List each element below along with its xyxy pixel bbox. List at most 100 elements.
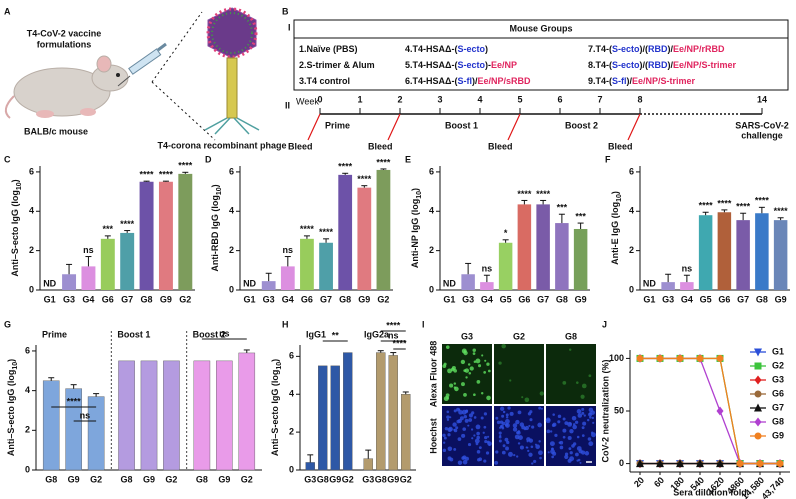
- bar: [773, 220, 788, 290]
- significance-label: ns: [80, 410, 91, 420]
- significance-label: ND: [243, 278, 256, 288]
- cell: [534, 443, 537, 446]
- week-number: 1: [357, 94, 362, 104]
- group-segment: )/: [472, 76, 478, 86]
- cell: [524, 397, 530, 403]
- cell: [463, 392, 467, 397]
- marker: [656, 354, 664, 362]
- cell: [562, 428, 567, 433]
- cell: [500, 406, 505, 411]
- cell: [514, 434, 520, 440]
- panel-label: H: [282, 319, 289, 329]
- marker: [636, 459, 644, 468]
- bleed-marker: [307, 113, 321, 141]
- panel-label: J: [602, 319, 607, 329]
- cell: [581, 411, 585, 415]
- x-tick-label: G6: [102, 294, 114, 304]
- x-tick-label: G8: [375, 474, 387, 484]
- significance-label: ns: [388, 330, 399, 340]
- cell: [501, 343, 506, 349]
- x-tick-label: G7: [121, 294, 133, 304]
- bleed-marker: [507, 113, 521, 141]
- bar: [717, 212, 732, 290]
- cell: [576, 459, 579, 462]
- y-axis-label-part: 10: [16, 182, 23, 190]
- series-label: IgG2a: [364, 329, 390, 339]
- cell: [455, 426, 459, 430]
- group-entry: 6.T4-HSAΔ-(S-fl)/Ee/NP/sRBD: [405, 76, 531, 86]
- cell: [484, 439, 488, 444]
- cell: [547, 451, 550, 454]
- group-segment: )/(: [640, 60, 649, 70]
- cell: [501, 450, 506, 455]
- cell: [569, 451, 573, 455]
- cell: [591, 432, 596, 438]
- marker: [676, 459, 684, 468]
- group-segment: 2.S-trimer & Alum: [299, 60, 375, 70]
- significance-label: ****: [392, 338, 407, 348]
- bar: [100, 238, 115, 290]
- cell: [533, 459, 537, 464]
- series-label: Boost 1: [117, 329, 150, 339]
- y-tick-label: 2: [429, 245, 434, 255]
- cell: [480, 416, 484, 420]
- cell: [564, 452, 569, 456]
- cell: [495, 416, 499, 420]
- zoom-line: [151, 11, 203, 83]
- group-segment: 3.T4 control: [299, 76, 350, 86]
- significance-label: ****: [67, 396, 82, 406]
- cell: [461, 456, 466, 460]
- y-axis-label: Anti-E IgG (log10): [610, 191, 622, 265]
- week-number: 4: [477, 94, 482, 104]
- y-axis-label-part: Anti-NP IgG (log: [410, 199, 420, 268]
- bar: [517, 204, 532, 290]
- cell: [582, 421, 587, 426]
- bar: [401, 394, 411, 471]
- y-tick-label: 6: [229, 166, 234, 176]
- cell: [526, 440, 529, 443]
- cell: [472, 352, 476, 355]
- x-tick-label: G9: [358, 294, 370, 304]
- y-tick-label: 6: [629, 166, 634, 176]
- cell: [499, 434, 502, 437]
- legend-label: G9: [772, 430, 784, 440]
- cell: [469, 366, 474, 371]
- y-axis-label: Anti–S-ecto IgG (log10): [270, 359, 282, 456]
- cell: [463, 415, 468, 419]
- cell: [521, 396, 524, 399]
- x-tick-label: G9: [329, 474, 341, 484]
- x-tick-label: G8: [196, 474, 208, 484]
- cell: [587, 437, 592, 441]
- y-tick-label: 2: [29, 245, 34, 255]
- x-tick-label: G3: [63, 294, 75, 304]
- cell: [478, 446, 482, 450]
- cell: [446, 418, 450, 421]
- cell: [539, 391, 544, 396]
- significance-label: ns: [83, 245, 94, 255]
- event-label: Prime: [325, 120, 350, 130]
- cell: [569, 428, 574, 434]
- y-axis-label-part: ): [610, 191, 620, 194]
- cell: [581, 426, 585, 430]
- y-tick-label: 4: [25, 385, 30, 395]
- y-axis-label-part: ): [6, 359, 16, 362]
- x-tick-label: G8: [121, 474, 133, 484]
- x-tick-label: G8: [556, 294, 568, 304]
- micrograph: [546, 406, 596, 466]
- cell: [468, 413, 473, 418]
- y-tick-label: 6: [429, 166, 434, 176]
- cell: [483, 459, 487, 463]
- cell: [584, 451, 590, 456]
- marker: [716, 354, 724, 362]
- legend-marker: [754, 362, 762, 370]
- section-label: II: [285, 100, 290, 110]
- column-label: G2: [513, 331, 525, 341]
- significance-label: ***: [557, 203, 568, 213]
- cell: [473, 434, 476, 437]
- cell: [476, 450, 481, 454]
- week-number: 14: [757, 94, 767, 104]
- series-label: Boost 2: [193, 329, 226, 339]
- cell: [528, 424, 531, 427]
- formulation-label: T4-CoV-2 vaccine: [27, 28, 102, 38]
- bar: [480, 282, 494, 290]
